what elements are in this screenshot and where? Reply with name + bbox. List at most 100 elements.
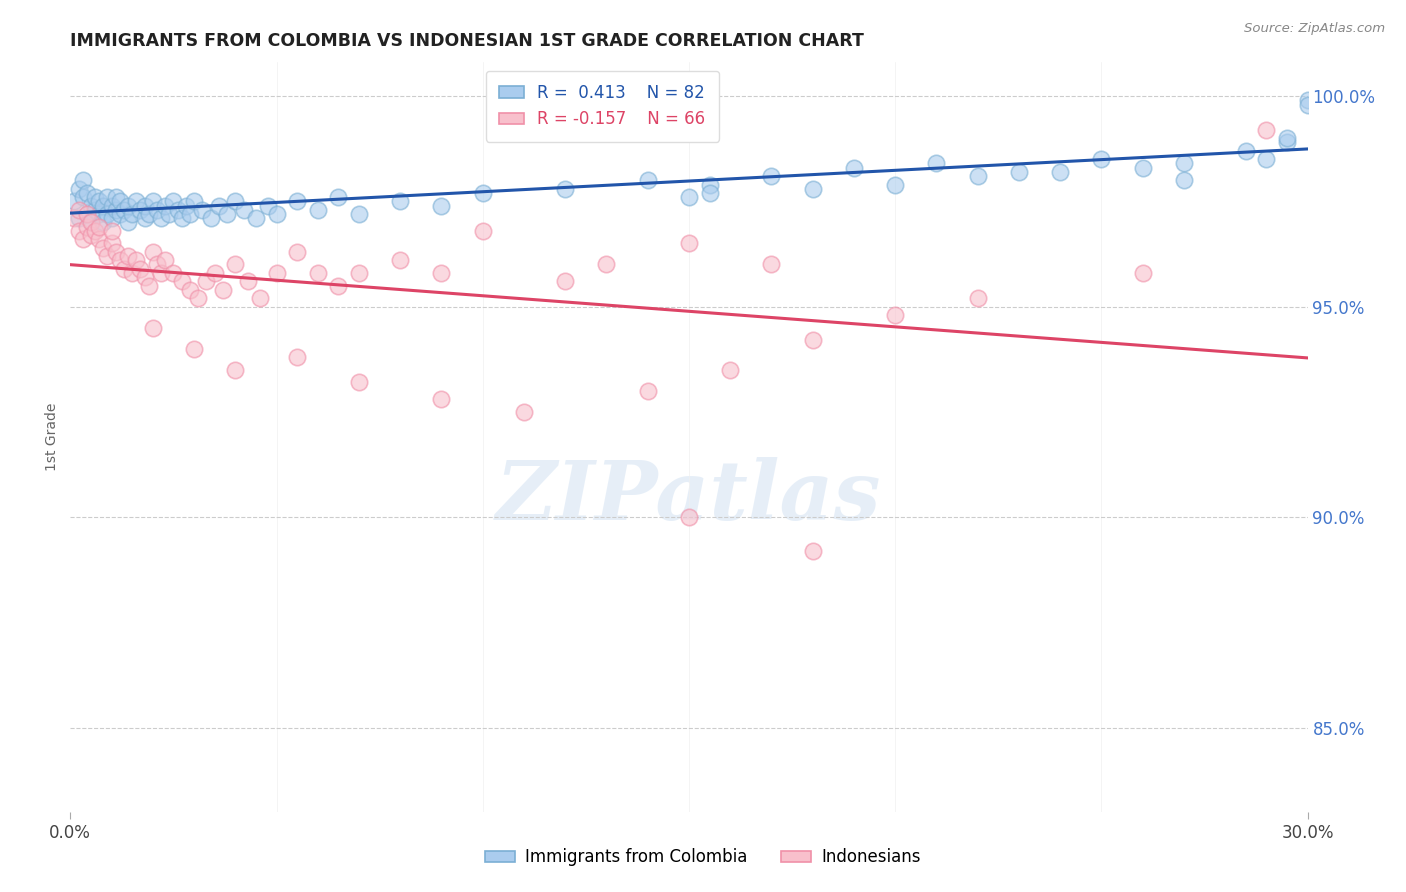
Point (117, 249, 139, 263)
Point (285, 350, 308, 364)
Point (430, 266, 453, 280)
Point (112, 261, 135, 276)
Point (112, 202, 135, 217)
Point (328, 190, 350, 204)
Point (108, 194, 131, 209)
Point (637, 384, 659, 398)
Text: Source: ZipAtlas.com: Source: ZipAtlas.com (1244, 22, 1385, 36)
Point (266, 266, 288, 280)
Point (80, 215, 103, 229)
Point (347, 207, 370, 221)
Point (200, 211, 222, 226)
Point (554, 274, 576, 288)
Point (91, 198, 114, 212)
Point (208, 198, 231, 212)
Point (191, 202, 214, 217)
Text: IMMIGRANTS FROM COLOMBIA VS INDONESIAN 1ST GRADE CORRELATION CHART: IMMIGRANTS FROM COLOMBIA VS INDONESIAN 1… (70, 32, 865, 50)
Point (471, 224, 494, 238)
Point (138, 207, 160, 221)
Text: ZIPatlas: ZIPatlas (496, 457, 882, 537)
Point (471, 186, 494, 200)
Point (1173, 156, 1195, 170)
Point (146, 258, 169, 272)
Point (179, 207, 201, 221)
Point (430, 198, 453, 212)
Point (174, 198, 197, 212)
Point (76, 219, 98, 234)
Point (129, 202, 152, 217)
Point (125, 253, 148, 268)
Point (72, 173, 94, 187)
Point (513, 405, 536, 419)
Point (554, 182, 576, 196)
Point (104, 202, 127, 217)
Point (117, 215, 139, 229)
Point (142, 194, 165, 209)
Point (104, 190, 127, 204)
Point (389, 253, 412, 268)
Point (1173, 173, 1195, 187)
Point (1275, 136, 1298, 150)
Point (718, 362, 741, 376)
Point (134, 270, 156, 285)
Point (236, 274, 259, 288)
Point (89, 232, 111, 246)
Point (91, 241, 114, 255)
Point (801, 333, 824, 347)
Point (63, 194, 86, 209)
Point (134, 211, 156, 226)
Point (146, 202, 169, 217)
Point (63, 211, 86, 226)
Point (162, 266, 184, 280)
Point (966, 291, 988, 305)
Point (215, 207, 238, 221)
Point (307, 266, 329, 280)
Point (162, 194, 184, 209)
Point (224, 194, 246, 209)
Point (347, 376, 370, 390)
Point (699, 186, 721, 200)
Point (966, 169, 988, 183)
Point (67, 202, 90, 217)
Point (100, 236, 122, 251)
Point (1132, 161, 1154, 175)
Point (89, 194, 111, 209)
Point (1296, 97, 1319, 112)
Point (72, 190, 94, 204)
Point (1275, 131, 1298, 145)
Point (104, 244, 127, 259)
Point (134, 198, 156, 212)
Point (84, 190, 107, 204)
Point (100, 224, 122, 238)
Point (138, 278, 160, 293)
Point (884, 178, 907, 192)
Point (150, 211, 173, 226)
Legend: Immigrants from Colombia, Indonesians: Immigrants from Colombia, Indonesians (478, 842, 928, 873)
Point (67, 182, 90, 196)
Point (637, 173, 659, 187)
Point (801, 543, 824, 558)
Point (153, 198, 176, 212)
Point (1256, 153, 1278, 167)
Point (204, 266, 226, 280)
Point (285, 244, 308, 259)
Point (84, 202, 107, 217)
Point (108, 207, 131, 221)
Point (80, 198, 103, 212)
Point (80, 227, 103, 242)
Point (678, 190, 700, 204)
Point (96, 207, 118, 221)
Point (96, 190, 118, 204)
Point (266, 207, 288, 221)
Point (328, 278, 350, 293)
Point (699, 178, 721, 192)
Point (153, 253, 176, 268)
Point (347, 266, 370, 280)
Point (108, 253, 131, 268)
Point (285, 194, 308, 209)
Point (761, 258, 783, 272)
Point (232, 202, 254, 217)
Point (100, 211, 122, 226)
Point (89, 207, 111, 221)
Point (183, 342, 205, 356)
